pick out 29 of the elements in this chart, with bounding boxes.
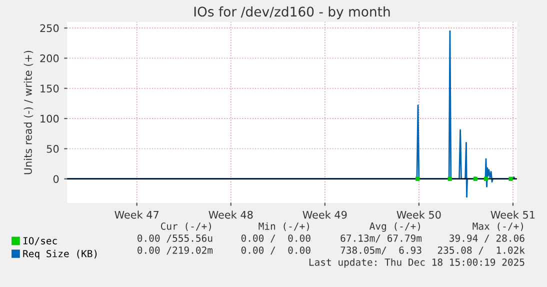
line-series xyxy=(67,30,516,198)
text: 738.05m/ 6.93 xyxy=(340,246,422,255)
x-tick-label: Week 50 xyxy=(396,210,441,219)
y-tick-label: 150 xyxy=(40,84,59,92)
x-tick-label: Week 51 xyxy=(490,210,535,219)
text: 0.00 /219.02m xyxy=(138,246,213,255)
text: Max (-/+) xyxy=(472,222,523,231)
y-axis-title: Units read (-) / write (+) xyxy=(24,50,34,174)
text: Last update: Thu Dec 18 15:00:19 2025 xyxy=(309,258,524,268)
chart-title: IOs for /dev/zd160 - by month xyxy=(194,6,390,20)
text: Cur (-/+) xyxy=(160,222,211,231)
text: 235.08 / 1.02k xyxy=(438,246,525,255)
text: Min (-/+) xyxy=(258,222,309,231)
y-tick-label: 250 xyxy=(40,24,59,32)
y-tick-label: 100 xyxy=(40,114,59,123)
text: 39.94 / 28.06 xyxy=(450,234,524,243)
y-tick-label: 50 xyxy=(46,144,59,153)
text: 0.00 / 0.00 xyxy=(241,234,310,243)
text: 67.13m/ 67.79m xyxy=(340,234,422,243)
text: Avg (-/+) xyxy=(370,222,420,232)
x-tick-label: Week 47 xyxy=(114,210,159,219)
legend-label: IO/sec xyxy=(23,237,57,246)
y-tick-label: 0 xyxy=(53,175,59,183)
legend-label: Req Size (KB) xyxy=(23,250,97,260)
text: 0.00 / 0.00 xyxy=(241,246,310,255)
text: 0.00 /555.56u xyxy=(138,234,212,243)
y-tick-label: 200 xyxy=(40,54,59,62)
x-tick-label: Week 49 xyxy=(302,210,347,219)
x-tick-label: Week 48 xyxy=(208,210,253,219)
